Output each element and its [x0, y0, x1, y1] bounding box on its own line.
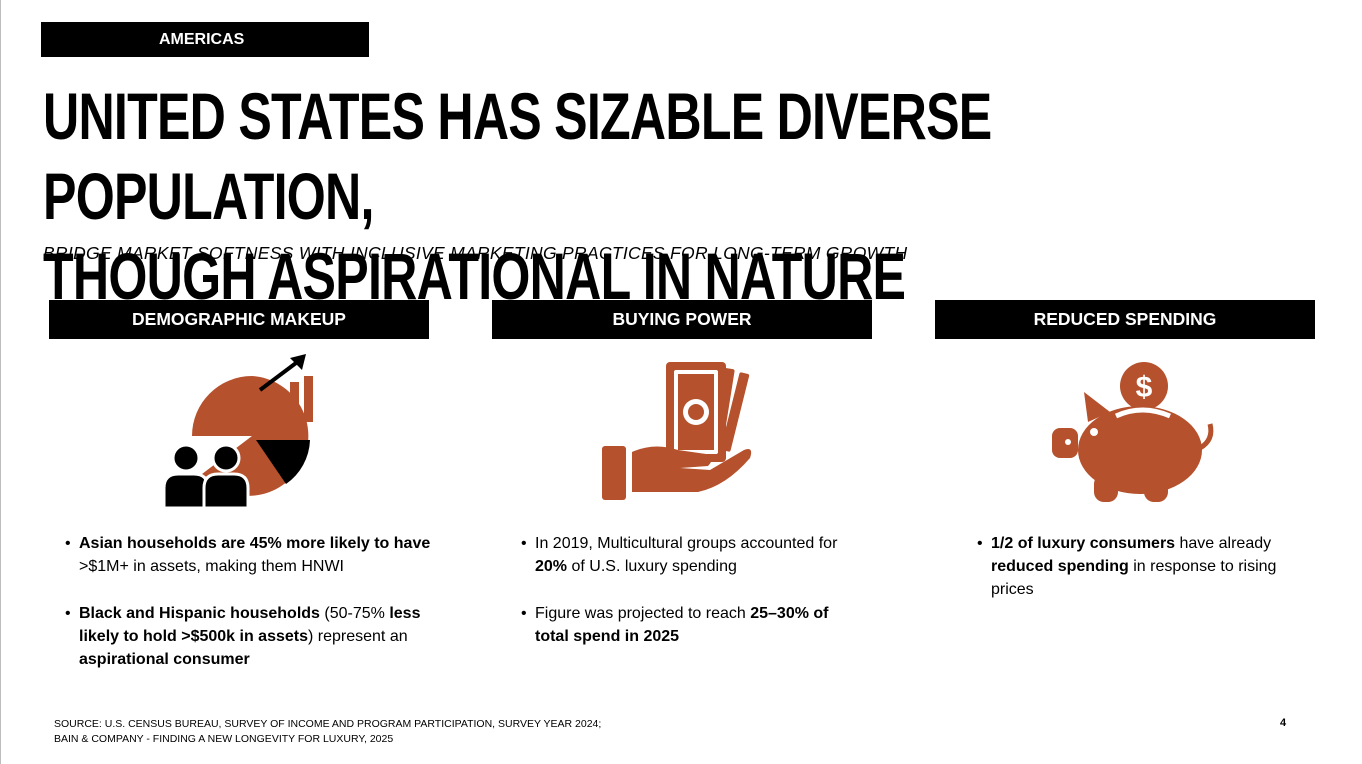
bullet-text: (50-75% [319, 605, 390, 622]
source-line-2: BAIN & COMPANY - FINDING A NEW LONGEVITY… [54, 733, 394, 745]
bullet-bold-text: Asian households are 45% more likely to … [79, 535, 431, 552]
bullet-item: 1/2 of luxury consumers have already red… [977, 532, 1317, 601]
bullet-bold-text: 1/2 of luxury consumers [991, 535, 1176, 552]
bullet-bold-text: reduced spending [991, 558, 1129, 575]
region-tag: AMERICAS [41, 22, 369, 57]
bullet-text: of U.S. luxury spending [567, 558, 737, 575]
source-line-1: SOURCE: U.S. CENSUS BUREAU, SURVEY OF IN… [54, 718, 602, 730]
reduced-spending-bullets: 1/2 of luxury consumers have already red… [977, 532, 1317, 625]
buying-power-bullets: In 2019, Multicultural groups accounted … [521, 532, 861, 672]
bullet-bold-text: 25–30% of total spend in 2025 [535, 605, 829, 645]
bullet-item: In 2019, Multicultural groups accounted … [521, 532, 861, 578]
page-number: 4 [1280, 717, 1287, 729]
bullet-bold-text: Black and Hispanic households [79, 605, 320, 622]
column-heading-reduced-spending: REDUCED SPENDING [935, 300, 1315, 339]
bullet-text: have already [1175, 535, 1272, 552]
column-heading-demographic: DEMOGRAPHIC MAKEUP [49, 300, 429, 339]
bullet-bold-text: less likely to hold >$500k in assets [79, 605, 421, 645]
bullet-text: >$1M+ in assets, making them HNWI [79, 558, 344, 575]
page-edge-rule [0, 0, 1, 764]
bullet-item: Figure was projected to reach 25–30% of … [521, 602, 861, 648]
bullet-item: Black and Hispanic households (50-75% le… [65, 602, 435, 671]
page-subtitle: BRIDGE MARKET SOFTNESS WITH INCLUSIVE MA… [43, 243, 908, 263]
column-heading-buying-power: BUYING POWER [492, 300, 872, 339]
title-line-1: UNITED STATES HAS SIZABLE DIVERSE POPULA… [43, 79, 992, 233]
money-in-hand-icon [602, 362, 752, 500]
piggy-bank-icon: $ [1052, 362, 1214, 502]
demographic-bullets: Asian households are 45% more likely to … [65, 532, 435, 695]
bullet-text: Figure was projected to reach [535, 605, 751, 622]
bullet-item: Asian households are 45% more likely to … [65, 532, 435, 578]
page-title: UNITED STATES HAS SIZABLE DIVERSE POPULA… [43, 76, 1016, 316]
demographics-chart-icon [162, 354, 313, 510]
bullet-text: ) represent an [308, 628, 408, 645]
svg-text:$: $ [1136, 371, 1153, 404]
source-citation: SOURCE: U.S. CENSUS BUREAU, SURVEY OF IN… [54, 717, 601, 747]
bullet-bold-text: 20% [535, 558, 568, 575]
bullet-text: in response to rising prices [991, 558, 1277, 598]
bullet-bold-text: aspirational consumer [79, 651, 250, 668]
bullet-text: In 2019, Multicultural groups accounted … [535, 535, 838, 552]
